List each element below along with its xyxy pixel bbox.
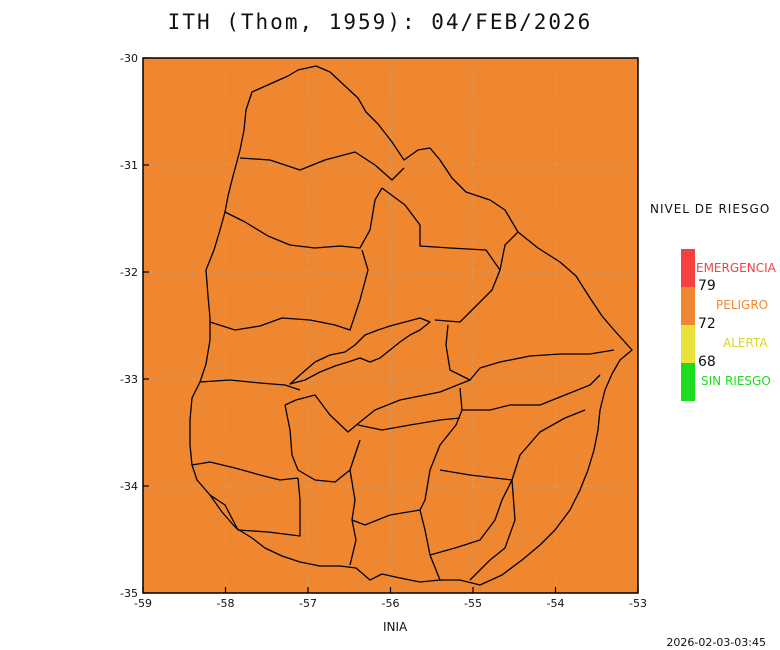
legend-swatch xyxy=(681,249,695,287)
legend-swatch xyxy=(681,287,695,325)
boundary-8 xyxy=(284,379,471,433)
timestamp: 2026-02-03-03:45 xyxy=(666,636,766,649)
boundary-3 xyxy=(381,187,519,271)
legend-threshold: 79 xyxy=(698,278,716,294)
x-tick-label: -57 xyxy=(299,597,317,610)
boundary-2 xyxy=(224,187,383,249)
boundary-12 xyxy=(191,461,299,481)
legend-label: PELIGRO xyxy=(716,298,769,312)
y-tick-label: -30 xyxy=(120,52,138,65)
legend-swatch xyxy=(681,363,695,401)
x-tick-label: -55 xyxy=(464,597,482,610)
boundary-4 xyxy=(209,249,369,331)
boundary-10 xyxy=(357,417,461,431)
rio-negro-lake xyxy=(289,317,431,385)
x-tick-label: -58 xyxy=(217,597,235,610)
boundary-13 xyxy=(209,477,301,537)
axis-tick-labels: -59 -58 -57 -56 -55 -54 -53 -30 -31 -32 -33 -34 -35 xyxy=(120,52,647,610)
boundary-17 xyxy=(462,374,601,411)
boundary-15 xyxy=(351,509,421,526)
country-outline xyxy=(189,65,633,586)
boundary-16 xyxy=(419,509,441,581)
x-tick-label: -59 xyxy=(134,597,152,610)
legend-title: NIVEL DE RIESGO xyxy=(650,202,771,216)
legend-label: EMERGENCIA xyxy=(696,261,776,275)
axis-ticks xyxy=(142,57,639,594)
x-tick-label: -56 xyxy=(382,597,400,610)
x-tick-label: -54 xyxy=(547,597,565,610)
boundary-5 xyxy=(434,269,501,323)
legend-color-bar xyxy=(681,249,695,401)
boundary-6 xyxy=(445,324,615,381)
boundary-1 xyxy=(239,151,405,181)
legend-label: ALERTA xyxy=(723,336,768,350)
y-tick-label: -33 xyxy=(120,373,138,386)
map-title: ITH (Thom, 1959): 04/FEB/2026 xyxy=(167,10,593,34)
boundary-18 xyxy=(429,479,513,556)
legend-threshold: 72 xyxy=(698,316,716,332)
boundary-19 xyxy=(439,409,586,481)
y-tick-label: -34 xyxy=(120,480,138,493)
boundary-7 xyxy=(199,379,301,391)
legend-threshold: 68 xyxy=(698,354,716,370)
y-tick-label: -32 xyxy=(120,266,138,279)
boundary-20 xyxy=(469,479,516,581)
legend-swatch xyxy=(681,325,695,363)
y-tick-label: -31 xyxy=(120,159,138,172)
x-tick-label: -53 xyxy=(629,597,647,610)
y-tick-label: -35 xyxy=(120,587,138,600)
boundary-11 xyxy=(284,404,361,483)
legend-label: SIN RIESGO xyxy=(701,374,771,388)
x-axis-label: INIA xyxy=(383,620,408,634)
department-boundaries xyxy=(189,65,633,586)
